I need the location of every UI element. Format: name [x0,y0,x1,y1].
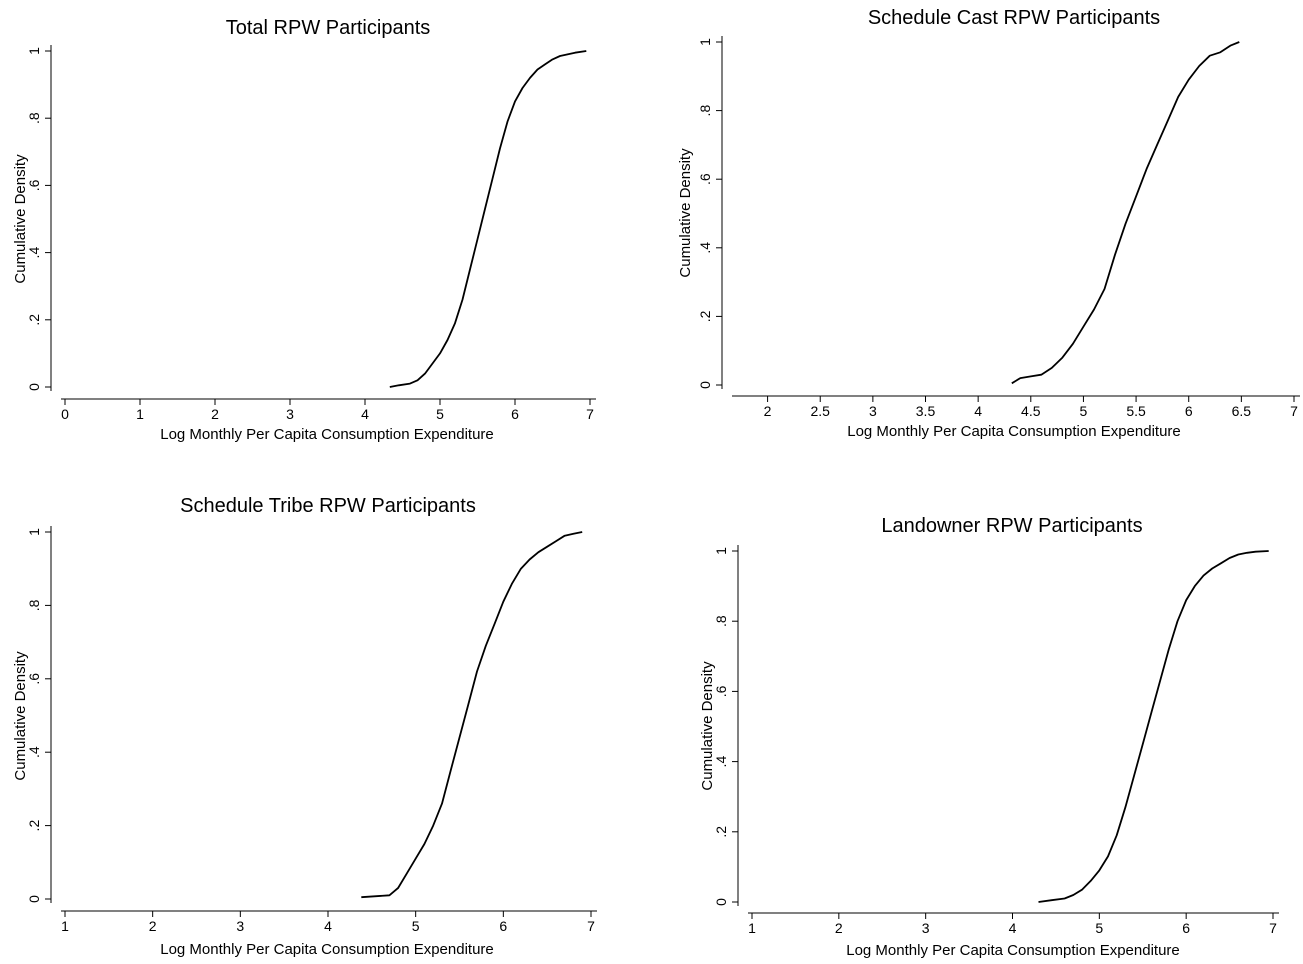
y-tick-label: .8 [713,615,729,627]
x-tick-label: 7 [1290,403,1298,419]
x-tick-label: 5 [412,918,420,934]
y-tick-label: .8 [697,105,713,117]
x-tick-label: 3.5 [916,403,936,419]
cdf-series-line [1038,550,1269,903]
x-axis-label: Log Monthly Per Capita Consumption Expen… [160,426,494,443]
x-tick-label: 6 [1185,403,1193,419]
x-tick-label: 3 [869,403,877,419]
y-tick-label: .6 [26,179,42,191]
x-axis-label: Log Monthly Per Capita Consumption Expen… [846,942,1180,959]
y-tick-label: .6 [697,173,713,185]
cdf-series-line [389,50,587,388]
chart-title: Schedule Tribe RPW Participants [180,495,476,517]
chart-title: Landowner RPW Participants [881,515,1142,537]
x-tick-label: 4 [361,406,369,422]
x-tick-label: 0 [61,406,69,422]
panel-schedule-tribe-rpw: Schedule Tribe RPW Participants Cumulati… [12,495,597,958]
panel-total-rpw: Total RPW Participants Cumulative Densit… [12,17,596,443]
y-tick-label: .4 [26,746,42,758]
y-tick-label: .2 [713,826,729,838]
x-tick-label: 7 [1269,920,1277,936]
y-tick-label: .4 [697,242,713,254]
x-tick-label: 5 [436,406,444,422]
y-tick-label: .2 [26,820,42,832]
x-tick-label: 2 [211,406,219,422]
y-tick-label: .4 [26,247,42,259]
y-tick-label: 0 [697,381,713,389]
x-tick-label: 7 [586,406,594,422]
x-tick-label: 1 [136,406,144,422]
cdf-series-line [361,531,583,899]
x-axis-label: Log Monthly Per Capita Consumption Expen… [160,941,494,958]
y-tick-label: .4 [713,756,729,768]
y-tick-label: .8 [26,599,42,611]
x-tick-label: 2 [835,920,843,936]
y-tick-label: 1 [697,38,713,46]
x-tick-label: 3 [922,920,930,936]
y-tick-label: 1 [713,547,729,555]
chart-title: Schedule Cast RPW Participants [868,7,1160,29]
y-axis-label: Cumulative Density [12,651,29,781]
y-tick-label: 0 [713,898,729,906]
x-tick-label: 2 [149,918,157,934]
y-tick-label: .2 [26,314,42,326]
y-tick-label: 1 [26,47,42,55]
y-tick-label: 0 [26,383,42,391]
x-axis-label: Log Monthly Per Capita Consumption Expen… [847,423,1181,440]
y-tick-label: 0 [26,895,42,903]
x-tick-label: 3 [286,406,294,422]
y-axis-label: Cumulative Density [677,148,694,278]
x-tick-label: 5.5 [1126,403,1146,419]
x-tick-label: 1 [748,920,756,936]
x-tick-label: 6 [1182,920,1190,936]
y-tick-label: .6 [26,673,42,685]
x-tick-label: 7 [587,918,595,934]
x-tick-label: 2 [764,403,772,419]
y-tick-label: 1 [26,528,42,536]
panel-schedule-cast-rpw: Schedule Cast RPW Participants Cumulativ… [677,7,1300,440]
x-tick-label: 6.5 [1232,403,1252,419]
x-tick-label: 4 [324,918,332,934]
chart-title: Total RPW Participants [226,17,431,39]
y-axis-label: Cumulative Density [699,661,716,791]
cdf-series-line [1011,41,1240,385]
x-tick-label: 4.5 [1021,403,1041,419]
x-tick-label: 2.5 [810,403,830,419]
x-tick-label: 1 [61,918,69,934]
x-tick-label: 5 [1080,403,1088,419]
y-tick-label: .2 [697,310,713,322]
panel-landowner-rpw: Landowner RPW Participants Cumulative De… [699,515,1279,959]
x-tick-label: 6 [499,918,507,934]
x-tick-label: 5 [1095,920,1103,936]
x-tick-label: 4 [1009,920,1017,936]
x-tick-label: 4 [974,403,982,419]
y-axis-label: Cumulative Density [12,154,29,284]
x-tick-label: 6 [511,406,519,422]
y-tick-label: .6 [713,685,729,697]
y-tick-label: .8 [26,112,42,124]
x-tick-label: 3 [236,918,244,934]
